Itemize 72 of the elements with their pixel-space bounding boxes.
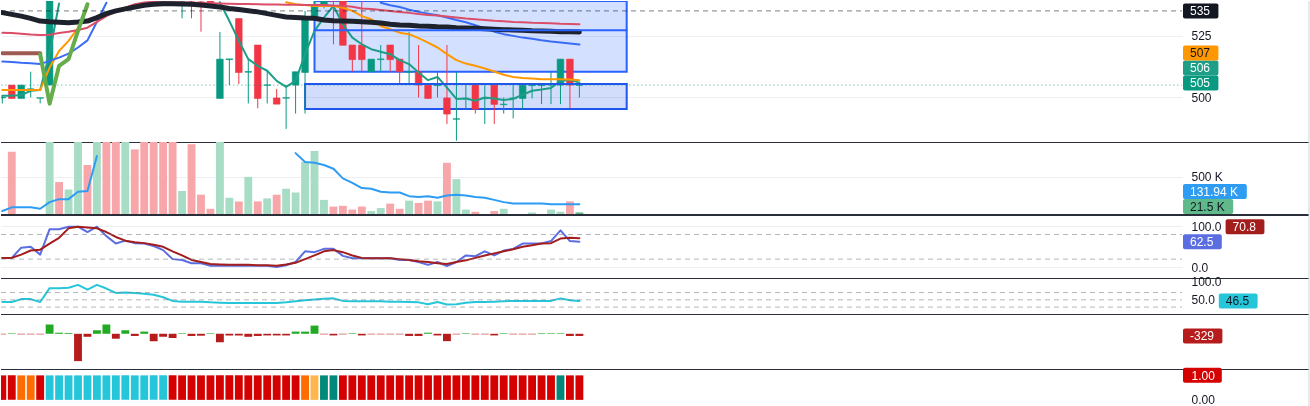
bar [405, 333, 414, 336]
bar [253, 201, 262, 214]
y-tick-label: 100.0 [1191, 275, 1222, 290]
bar [471, 211, 480, 214]
bar [111, 333, 120, 339]
bar [376, 208, 385, 214]
candlestick [443, 44, 451, 125]
bar [282, 188, 291, 214]
candlestick [244, 58, 252, 104]
candlestick [471, 84, 479, 115]
bar [178, 190, 186, 214]
bar [130, 333, 139, 336]
text: 131.94 K [1190, 184, 1239, 199]
bar [320, 199, 328, 214]
candlestick [377, 44, 385, 73]
text: 21.5 K [1190, 199, 1225, 214]
y-tick-label: 100.0 [1191, 219, 1222, 234]
bar [168, 142, 177, 214]
candlestick [197, 1, 205, 33]
bar [74, 333, 82, 362]
bar [168, 333, 177, 338]
bar [547, 209, 555, 214]
bar [452, 179, 461, 214]
bar [244, 176, 253, 214]
bar [386, 203, 395, 214]
bar [461, 209, 470, 214]
text: 507 [1190, 45, 1211, 60]
bar [357, 206, 366, 214]
candlestick [452, 71, 461, 142]
text: 506 [1190, 60, 1211, 75]
bar [102, 142, 111, 214]
line-series [38, 2, 90, 106]
bar [234, 201, 243, 214]
bar [499, 208, 508, 214]
text: 70.8 [1232, 219, 1257, 234]
bar [7, 151, 16, 214]
y-tick-label: 500 [1191, 90, 1212, 105]
bar [121, 142, 130, 214]
bar [433, 201, 442, 214]
candlestick [329, 1, 338, 45]
bar [443, 333, 451, 342]
bar [93, 142, 101, 214]
y-tick-label: 1.00 [1191, 368, 1216, 383]
bar [443, 162, 451, 214]
candlestick [358, 1, 366, 73]
ref-line-label: 535 [1190, 3, 1211, 18]
bar [395, 208, 404, 214]
bar [140, 331, 149, 334]
bar [121, 330, 130, 334]
y-tick-label: 0.0 [1191, 260, 1209, 275]
bar [490, 211, 499, 214]
line-series [1, 283, 581, 306]
bar [272, 194, 281, 214]
bar [197, 194, 205, 214]
bar [424, 200, 432, 214]
bar [45, 142, 54, 214]
y-tick-label: 0.00 [1191, 393, 1216, 406]
bar [263, 198, 272, 214]
text: 62.5 [1190, 234, 1214, 249]
ref-line-label: 505 [1190, 75, 1211, 90]
candlestick [405, 31, 413, 85]
y-tick-label: 525 [1191, 29, 1212, 44]
text: -329 [1190, 328, 1215, 343]
bar [74, 142, 82, 214]
bar [55, 182, 64, 214]
bar [405, 200, 414, 214]
y-tick-label: 50.0 [1191, 293, 1216, 308]
bar [367, 211, 376, 214]
candlestick [490, 84, 498, 125]
text: 46.5 [1225, 294, 1250, 309]
y-tick-label: 500 K [1191, 170, 1223, 185]
bar [111, 142, 120, 214]
